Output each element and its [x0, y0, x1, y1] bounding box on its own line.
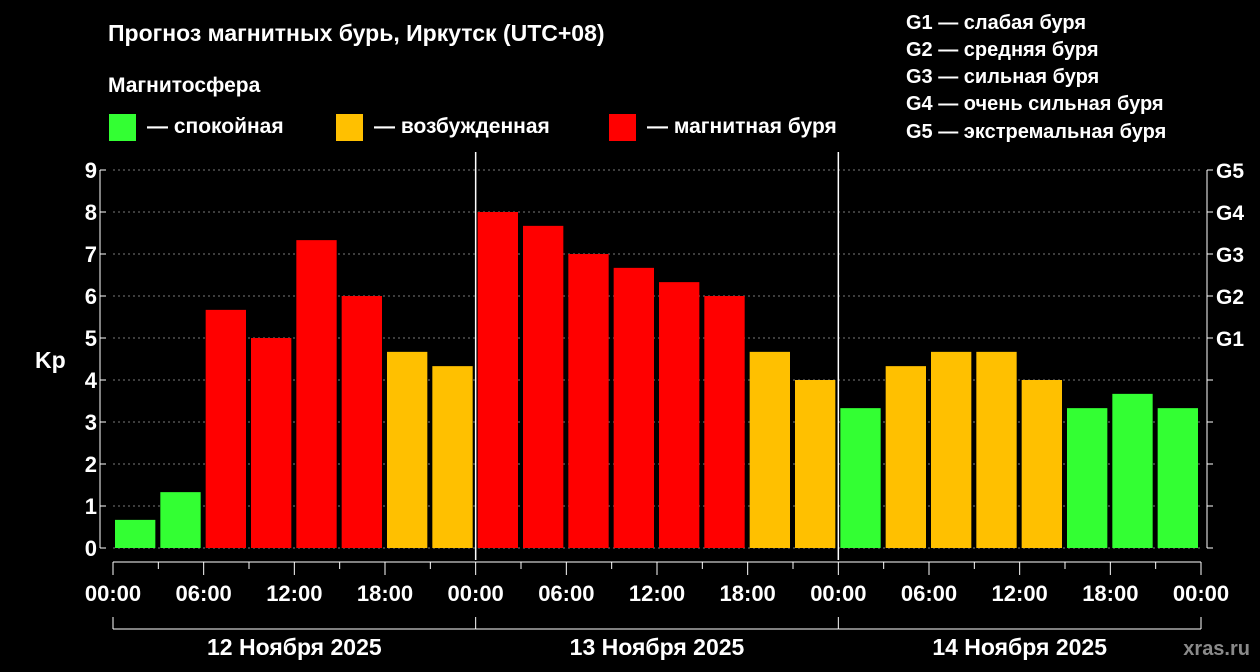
kp-bar	[115, 519, 156, 548]
g-legend-g5: G5 — экстремальная буря	[906, 121, 1166, 143]
legend-label-quiet: — спокойная	[147, 115, 284, 138]
g-scale-label: G5	[1216, 160, 1244, 183]
y-tick-label: 8	[85, 200, 97, 225]
x-tick-label: 12:00	[629, 581, 685, 606]
day-label: 12 Ноября 2025	[207, 634, 382, 660]
kp-bar	[976, 351, 1017, 548]
x-tick-label: 12:00	[266, 581, 322, 606]
g-scale-label: G2	[1216, 286, 1244, 309]
x-tick-label: 18:00	[357, 581, 413, 606]
day-label: 13 Ноября 2025	[570, 634, 745, 660]
y-tick-label: 0	[85, 536, 97, 561]
g-legend-g3: G3 — сильная буря	[906, 66, 1099, 88]
plot-area: 0 1 2 3 4 5 6 7 8 9 G1 G2 G3 G4 G5 00:00 06:00 12:00 18:00…	[85, 152, 1244, 660]
day-label: 14 Ноября 2025	[932, 634, 1107, 660]
kp-bar	[704, 296, 745, 548]
g-legend-g2: G2 — средняя буря	[906, 39, 1099, 61]
x-tick-label: 00:00	[810, 581, 866, 606]
g-legend-g4: G4 — очень сильная буря	[906, 93, 1164, 115]
kp-bar	[613, 267, 654, 548]
x-tick-label: 06:00	[176, 581, 232, 606]
x-tick-label: 00:00	[85, 581, 141, 606]
y-tick-label: 2	[85, 452, 97, 477]
x-tick-label: 18:00	[1082, 581, 1138, 606]
g-scale-label: G3	[1216, 244, 1244, 267]
x-tick-label: 00:00	[448, 581, 504, 606]
watermark: xras.ru	[1183, 638, 1250, 660]
kp-bar	[568, 254, 609, 548]
y-tick-label: 6	[85, 284, 97, 309]
kp-bar	[160, 492, 201, 548]
x-tick-label: 12:00	[992, 581, 1048, 606]
y-tick-label: 4	[85, 368, 98, 393]
legend-swatch-active	[336, 114, 363, 141]
y-tick-label: 9	[85, 158, 97, 183]
g-scale-label: G1	[1216, 328, 1244, 351]
kp-bar	[659, 282, 700, 548]
kp-bar	[1112, 393, 1153, 548]
y-tick-label: 3	[85, 410, 97, 435]
kp-bar	[885, 366, 926, 548]
y-tick-label: 7	[85, 242, 97, 267]
x-tick-label: 06:00	[538, 581, 594, 606]
kp-bar	[795, 380, 836, 548]
kp-bar	[251, 338, 292, 548]
y-axis-label: Kp	[35, 347, 66, 373]
legend-label-active: — возбужденная	[374, 115, 550, 138]
y-tick-label: 1	[85, 494, 97, 519]
kp-bar	[840, 408, 881, 548]
y-tick-label: 5	[85, 326, 97, 351]
kp-bar	[477, 212, 518, 548]
kp-bar	[205, 309, 246, 548]
kp-bar	[341, 296, 382, 548]
kp-bar	[387, 351, 428, 548]
chart-title: Прогноз магнитных бурь, Иркутск (UTC+08)	[108, 20, 605, 46]
kp-bar	[432, 366, 473, 548]
kp-bar	[1021, 380, 1062, 548]
kp-bar	[749, 351, 790, 548]
legend-swatch-quiet	[109, 114, 136, 141]
x-tick-label: 00:00	[1173, 581, 1229, 606]
x-tick-label: 18:00	[720, 581, 776, 606]
kp-bar	[931, 351, 972, 548]
legend-heading: Магнитосфера	[108, 74, 261, 97]
kp-bar	[1067, 408, 1108, 548]
g-legend-g1: G1 — слабая буря	[906, 12, 1086, 34]
kp-bar	[1157, 408, 1198, 548]
legend-label-storm: — магнитная буря	[647, 115, 837, 138]
g-scale-label: G4	[1216, 202, 1244, 225]
kp-bar	[523, 225, 564, 549]
legend-swatch-storm	[609, 114, 636, 141]
x-tick-label: 06:00	[901, 581, 957, 606]
kp-bar	[296, 240, 337, 548]
